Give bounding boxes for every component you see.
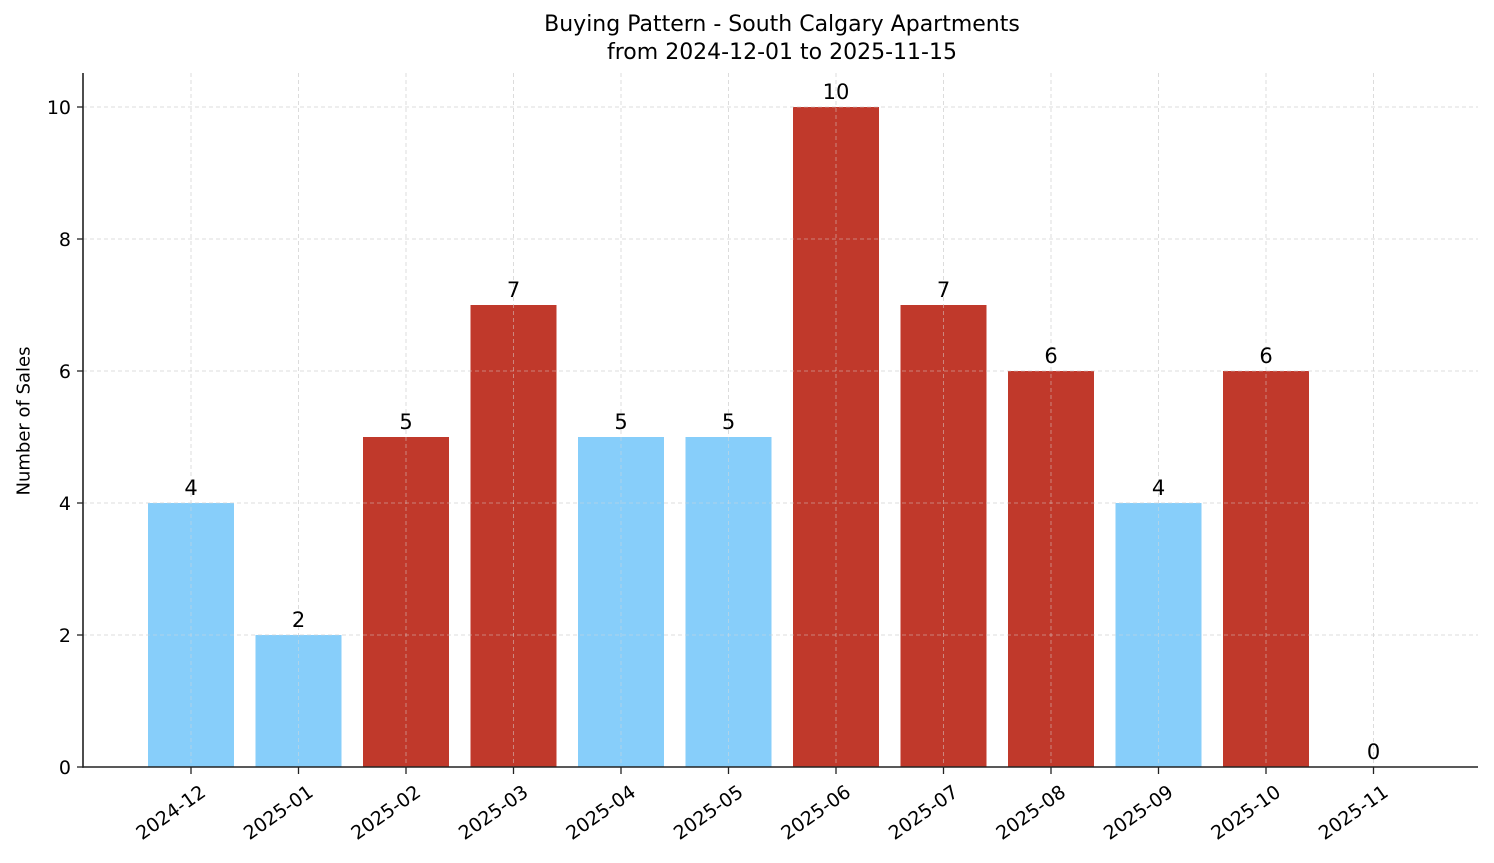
chart-subtitle: from 2024-12-01 to 2025-11-15: [607, 40, 957, 65]
x-tick-label: 2025-11: [1315, 781, 1393, 845]
x-tick-label: 2025-07: [885, 781, 963, 845]
data-label: 4: [1152, 476, 1165, 500]
y-tick-label: 6: [59, 361, 71, 383]
data-label: 4: [184, 476, 197, 500]
x-tick-label: 2025-06: [777, 781, 855, 845]
data-label: 10: [823, 80, 850, 104]
x-tick-label: 2025-01: [240, 781, 318, 845]
data-label: 2: [292, 608, 305, 632]
y-tick-label: 2: [59, 625, 71, 647]
y-tick-label: 4: [59, 493, 71, 515]
chart-title: Buying Pattern - South Calgary Apartment…: [544, 12, 1020, 37]
data-label: 5: [722, 410, 735, 434]
x-tick-label: 2024-12: [132, 781, 210, 845]
axes: [82, 73, 1478, 768]
y-tick-label: 10: [47, 97, 71, 119]
x-tick-label: 2025-05: [670, 781, 748, 845]
x-tick-label: 2025-03: [455, 781, 533, 845]
x-tick-label: 2025-02: [347, 781, 425, 845]
data-label: 6: [1259, 344, 1272, 368]
data-label: 0: [1367, 740, 1380, 764]
x-axis-ticks: 2024-12 2025-01 2025-02 2025-03 2025-04 2025-…: [132, 767, 1392, 845]
data-label: 7: [507, 278, 520, 302]
y-tick-label: 8: [59, 229, 71, 251]
x-tick-label: 2025-10: [1207, 781, 1285, 845]
data-label: 5: [399, 410, 412, 434]
grid-lines-overlay: [83, 73, 1478, 767]
x-tick-label: 2025-08: [992, 781, 1070, 845]
y-tick-label: 0: [59, 757, 71, 779]
data-label: 5: [614, 410, 627, 434]
data-label: 7: [937, 278, 950, 302]
data-labels: 4 2 5 7 5 5 10 7 6 4 6 0: [184, 80, 1380, 764]
x-tick-label: 2025-04: [562, 781, 640, 845]
y-axis-ticks: 0 2 4 6 8 10: [47, 97, 83, 779]
x-tick-label: 2025-09: [1100, 781, 1178, 845]
data-label: 6: [1044, 344, 1057, 368]
